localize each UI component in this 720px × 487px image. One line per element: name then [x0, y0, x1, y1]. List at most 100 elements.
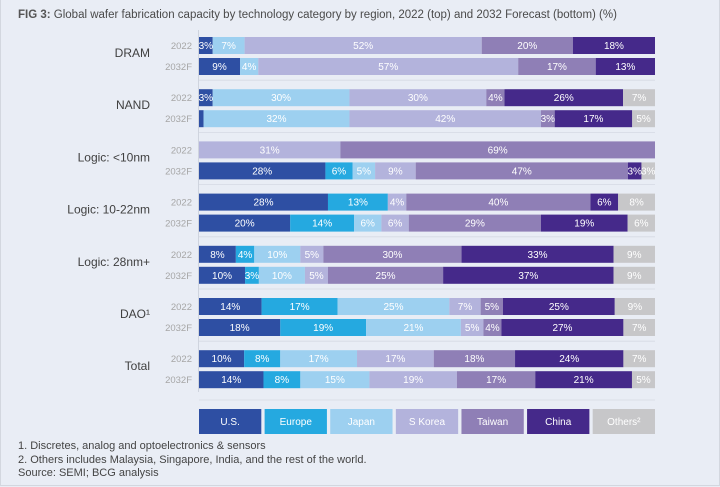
- bar-segment: [501, 319, 624, 336]
- year-label: 2022: [171, 41, 192, 52]
- bar-segment: [280, 350, 358, 368]
- data-label: 14%: [312, 219, 332, 230]
- data-label: 13%: [348, 198, 368, 209]
- year-label: 2022: [171, 145, 192, 156]
- data-label: 7%: [632, 354, 647, 365]
- bar-segment: [632, 110, 655, 128]
- year-label: 2022: [171, 93, 192, 104]
- bar-segment: [481, 37, 573, 54]
- data-label: 5%: [636, 114, 651, 125]
- year-label: 2032F: [165, 62, 192, 73]
- data-label: 7%: [632, 93, 647, 104]
- bar-segment: [212, 37, 245, 54]
- bar-segment: [486, 89, 505, 107]
- bar-segment: [258, 58, 519, 75]
- bar-segment: [618, 193, 655, 211]
- bar-segment: [280, 319, 367, 336]
- data-label: 5%: [305, 250, 320, 261]
- data-label: 5%: [485, 302, 500, 313]
- data-label: 18%: [464, 354, 484, 365]
- bar-segment: [300, 371, 370, 389]
- bar-segment: [323, 245, 462, 263]
- data-label: 8%: [255, 354, 270, 365]
- data-label: 3%: [641, 166, 656, 177]
- legend-label: Others²: [607, 417, 641, 428]
- category-label: Logic: <10nm: [78, 150, 150, 164]
- bar-segment: [387, 193, 407, 211]
- bar-segment: [614, 298, 655, 315]
- data-label: 14%: [220, 302, 240, 313]
- bar-segment: [258, 266, 305, 284]
- data-label: 15%: [325, 375, 345, 386]
- category-label: DRAM: [115, 46, 150, 60]
- data-label: 6%: [388, 219, 403, 230]
- data-label: 5%: [357, 166, 372, 177]
- bar-segment: [627, 162, 642, 180]
- data-label: 47%: [512, 166, 532, 177]
- bar-segment: [304, 266, 328, 284]
- data-label: 6%: [360, 219, 375, 230]
- bar-segment: [199, 58, 241, 75]
- bar-segment: [199, 37, 213, 54]
- bar-segment: [327, 266, 444, 284]
- bar-segment: [254, 245, 301, 263]
- bar-segment: [337, 298, 450, 315]
- data-label: 20%: [235, 219, 255, 230]
- data-label: 24%: [559, 354, 579, 365]
- bar-segment: [515, 350, 624, 368]
- bar-segment: [199, 110, 204, 128]
- bar-segment: [244, 37, 482, 54]
- data-label: 32%: [267, 114, 287, 125]
- data-label: 6%: [597, 198, 612, 209]
- data-label: 17%: [583, 114, 603, 125]
- data-label: 6%: [634, 219, 649, 230]
- data-label: 31%: [260, 145, 280, 156]
- legend-swatch: [264, 409, 327, 434]
- bar-segment: [627, 214, 655, 232]
- data-label: 52%: [353, 41, 373, 52]
- bar-segment: [381, 214, 409, 232]
- bar-segment: [244, 350, 281, 368]
- data-label: 17%: [385, 354, 405, 365]
- legend-label: China: [545, 417, 572, 428]
- data-label: 18%: [230, 323, 250, 334]
- year-label: 2032F: [165, 114, 192, 125]
- data-label: 9%: [627, 250, 642, 261]
- data-label: 3%: [199, 41, 214, 52]
- data-label: 7%: [632, 323, 647, 334]
- bar-segment: [554, 110, 633, 128]
- bar-segment: [461, 245, 614, 263]
- bar-segment: [199, 266, 246, 284]
- bar-segment: [408, 214, 541, 232]
- bar-segment: [541, 214, 628, 232]
- bar-segment: [518, 58, 596, 75]
- bar-segment: [263, 371, 301, 389]
- data-label: 9%: [628, 302, 643, 313]
- data-label: 69%: [488, 145, 508, 156]
- data-label: 28%: [252, 166, 272, 177]
- bar-segment: [375, 162, 416, 180]
- bar-segment: [623, 350, 655, 368]
- data-label: 29%: [465, 219, 485, 230]
- data-label: 5%: [309, 271, 324, 282]
- data-label: 3%: [541, 114, 556, 125]
- data-label: 9%: [388, 166, 403, 177]
- bar-segment: [199, 162, 326, 180]
- legend-swatch: [395, 409, 459, 434]
- data-label: 21%: [403, 323, 423, 334]
- data-label: 17%: [290, 302, 310, 313]
- year-label: 2022: [171, 198, 192, 209]
- data-label: 28%: [253, 198, 273, 209]
- category-label: DAO¹: [120, 307, 150, 321]
- bar-segment: [199, 319, 281, 336]
- category-label: NAND: [116, 98, 150, 112]
- footnotes: 1. Discretes, analog and optoelectronics…: [18, 440, 367, 481]
- data-label: 26%: [554, 93, 574, 104]
- data-label: 10%: [267, 250, 287, 261]
- data-label: 6%: [332, 166, 347, 177]
- data-label: 5%: [636, 375, 651, 386]
- figure-title-text: Global wafer fabrication capacity by tec…: [50, 9, 617, 21]
- bar-segment: [199, 193, 328, 211]
- data-label: 4%: [390, 198, 405, 209]
- data-label: 20%: [517, 41, 537, 52]
